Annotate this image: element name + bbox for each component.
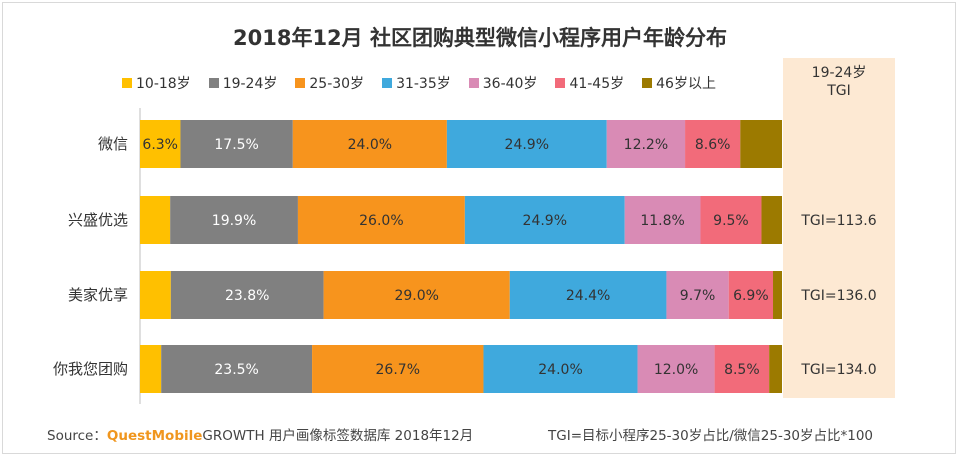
source-note: Source：QuestMobileGROWTH 用户画像标签数据库 2018年…: [47, 424, 473, 444]
legend-swatch: [468, 78, 479, 88]
bar-segment: [773, 271, 782, 319]
bar-segment: [637, 345, 715, 393]
category-label: 美家优享: [68, 286, 128, 304]
data-label: 12.2%: [624, 137, 668, 153]
bar-segment: [464, 196, 625, 244]
data-label: 24.0%: [538, 362, 582, 378]
legend-label: 19-24岁: [222, 76, 278, 92]
data-label: 24.9%: [523, 213, 567, 229]
category-label: 兴盛优选: [68, 211, 128, 229]
bar-segment: [685, 120, 741, 168]
bar-segment: [740, 120, 782, 168]
bar-segment: [297, 196, 465, 244]
legend-swatch: [295, 78, 306, 88]
legend-item-3: 31-35岁: [382, 73, 451, 93]
bar-segment: [714, 345, 770, 393]
bar-segment: [140, 271, 171, 319]
legend-swatch: [555, 78, 566, 88]
tgi-footnote: TGI=目标小程序25-30岁占比/微信25-30岁占比*100: [548, 428, 874, 444]
bar-segment: [170, 271, 324, 319]
legend-item-1: 19-24岁: [208, 73, 278, 93]
bar-segment: [483, 345, 638, 393]
data-label: 9.5%: [713, 213, 749, 229]
legend-item-4: 36-40岁: [468, 73, 538, 93]
bar-segment: [666, 271, 729, 319]
legend-label: 41-45岁: [569, 76, 625, 92]
bar-segment: [509, 271, 667, 319]
legend-item-2: 25-30岁: [295, 73, 364, 93]
bar-segment: [728, 271, 774, 319]
data-label: 23.5%: [214, 362, 258, 378]
bar-segment: [700, 196, 762, 244]
data-label: 24.4%: [566, 288, 610, 304]
data-label: 6.9%: [733, 288, 769, 304]
legend-item-0: 10-18岁: [122, 73, 191, 93]
bar-segment: [292, 120, 447, 168]
legend-swatch: [208, 78, 219, 88]
bar-segment: [606, 120, 686, 168]
bar-segment: [140, 120, 181, 168]
legend-item-5: 41-45岁: [555, 73, 624, 93]
questmobile-logo-text: QuestMobile: [106, 428, 203, 444]
tgi-header-line1: 19-24岁: [811, 65, 867, 81]
data-label: 23.8%: [225, 288, 269, 304]
data-label: 24.0%: [348, 137, 392, 153]
legend-swatch: [122, 78, 132, 88]
bar-segment: [170, 196, 298, 244]
legend-swatch: [642, 78, 653, 88]
bar-segment: [761, 196, 782, 244]
bar-segment: [161, 345, 313, 393]
source-text: GROWTH 用户画像标签数据库 2018年12月: [202, 428, 474, 444]
bar-segment: [323, 271, 510, 319]
data-label: 26.7%: [376, 362, 420, 378]
chart-title: 2018年12月 社区团购典型微信小程序用户年龄分布: [233, 26, 727, 50]
data-label: 8.6%: [695, 137, 731, 153]
legend: 10-18岁 19-24岁 25-30岁 31-35岁 36-40岁 41-45岁 46岁以…: [122, 74, 734, 92]
data-label: 17.5%: [214, 137, 258, 153]
data-label: 29.0%: [394, 288, 438, 304]
legend-label: 36-40岁: [482, 76, 538, 92]
tgi-header-line2: TGI: [827, 83, 851, 99]
category-label: 你我您团购: [53, 360, 128, 378]
data-label: 12.0%: [654, 362, 698, 378]
bar-segment: [140, 345, 162, 393]
category-label: 微信: [98, 135, 128, 153]
legend-label: 10-18岁: [136, 76, 191, 92]
legend-swatch: [382, 78, 393, 88]
legend-label: 31-35岁: [396, 76, 451, 92]
bar-segment: [140, 196, 171, 244]
bar-segment: [446, 120, 607, 168]
bar-segment: [624, 196, 701, 244]
bar-segment: [180, 120, 293, 168]
data-label: 8.5%: [724, 362, 760, 378]
data-label: 9.7%: [680, 288, 716, 304]
bar-segment: [769, 345, 782, 393]
tgi-value: TGI=134.0: [800, 362, 876, 378]
tgi-value: TGI=113.6: [800, 213, 876, 229]
legend-item-6: 46岁以上: [642, 73, 716, 93]
bar-segment: [312, 345, 484, 393]
tgi-value: TGI=136.0: [800, 288, 876, 304]
data-label: 19.9%: [212, 213, 256, 229]
legend-label: 46岁以上: [656, 76, 716, 92]
data-label: 24.9%: [505, 137, 549, 153]
tgi-panel: [783, 58, 895, 398]
tgi-header: 19-24岁 TGI: [783, 64, 895, 100]
data-label: 26.0%: [359, 213, 403, 229]
data-label: 11.8%: [640, 213, 684, 229]
data-label: 6.3%: [142, 137, 178, 153]
source-prefix: Source：: [47, 428, 107, 444]
legend-label: 25-30岁: [309, 76, 365, 92]
